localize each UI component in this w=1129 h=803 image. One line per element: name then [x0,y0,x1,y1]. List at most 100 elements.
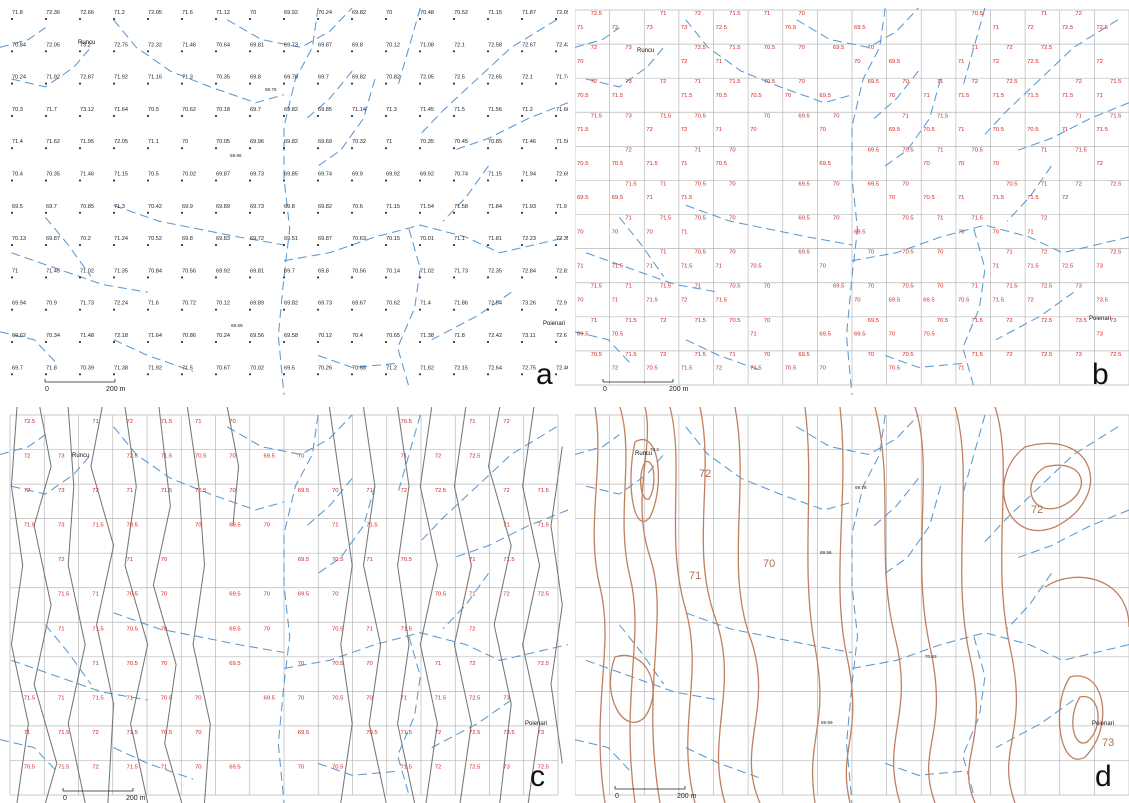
elevation-point [79,18,81,20]
elevation-value: 69.92 [216,268,230,274]
elevation-value: 72.05 [148,10,162,16]
elevation-value: 70.67 [216,365,230,371]
isoline-crossing-value: 72 [435,730,442,736]
isoline-crossing-value: 69.5 [229,661,241,667]
isoline-crossing-value: 71.5 [161,419,173,425]
isoline-crossing-value: 70 [161,661,168,667]
elevation-value: 71.7 [46,107,57,113]
elevation-value: 71.62 [420,365,434,371]
elevation-point [113,179,115,182]
elevation-point [521,276,523,279]
isoline-crossing-value: 71.5 [400,626,412,632]
isoline-crossing-value: 70 [764,352,771,358]
elevation-point [419,276,421,279]
isoline-crossing-value: 71 [660,11,667,17]
elevation-value: 71.2 [522,107,533,113]
isoline [453,407,472,803]
elevation-value: 70.68 [352,365,366,371]
elevation-point [351,50,353,53]
stream-line [306,70,353,119]
elevation-value: 72.05 [420,75,434,81]
elevation-value: 72.36 [46,10,60,16]
isoline-crossing-value: 72.5 [1062,25,1074,31]
stream-line [995,699,1074,749]
isoline-crossing-value: 72 [1041,250,1048,256]
isoline-crossing-value: 71.5 [958,93,970,99]
elevation-point [215,179,217,182]
elevation-value: 71.87 [522,10,536,16]
elevation-point [45,276,47,279]
elevation-point [147,18,149,20]
elevation-value: 70.42 [148,204,162,210]
elevation-point [249,50,251,53]
isoline-crossing-value: 70.5 [24,764,36,770]
stream-line [575,434,620,456]
isoline-crossing-value: 70.5 [729,318,741,324]
scale-bar [62,788,134,792]
elevation-point [385,115,387,117]
isoline-crossing-value: 70 [854,59,861,65]
elevation-point [181,82,183,85]
isoline-crossing-value: 71 [400,695,407,701]
isoline-crossing-value: 71 [469,592,476,598]
isoline-crossing-value: 71.5 [660,113,672,119]
map-panel-d: 72 71 70 72 73 Runcu 73.2 Poienari 69.78 69.96 70.… [575,407,1129,803]
isoline-crossing-value: 71 [1006,250,1013,256]
elevation-point [521,341,523,343]
isoline-crossing-value: 69.5 [229,764,241,770]
stream-line [11,659,148,701]
isoline-crossing-value: 71 [958,59,965,65]
elevation-value: 69.89 [216,204,230,210]
contour-line [619,407,636,803]
elevation-point [385,82,387,85]
isoline-crossing-value: 69.5 [819,93,831,99]
isoline-crossing-value: 71 [993,25,1000,31]
elevation-value: 69.87 [216,172,230,178]
elevation-value: 70.13 [12,236,26,242]
isoline-crossing-value: 71.5 [400,730,412,736]
isoline-crossing-value: 72.5 [716,25,728,31]
elevation-point [147,211,149,214]
stream-line [113,612,285,654]
isoline-crossing-value: 71 [1075,113,1082,119]
elevation-value: 70.24 [12,75,26,81]
elevation-point [45,179,47,182]
isoline-crossing-value: 71 [92,661,99,667]
elevation-value: 71.4 [12,139,23,145]
spot-height: 70.63 [925,654,937,659]
stream-line [885,762,963,776]
isoline [33,407,58,803]
elevation-point [215,276,217,279]
isoline-crossing-value: 71.5 [126,730,138,736]
isoline-crossing-value: 70 [889,93,896,99]
elevation-point [79,341,81,343]
elevation-point [487,276,489,279]
elevation-point [351,115,353,117]
elevation-value: 70.64 [216,42,230,48]
elevation-point [113,18,115,20]
elevation-point [113,147,115,150]
elevation-value: 71.15 [114,172,128,178]
scale-zero: 0 [603,386,607,393]
scale-bar [44,379,116,383]
elevation-point [521,373,523,376]
isoline-crossing-value: 70 [577,229,584,235]
isoline-crossing-value: 69.5 [577,195,589,201]
isoline-crossing-value: 71.5 [503,557,515,563]
isoline-crossing-value: 71.5 [993,93,1005,99]
contour-line [699,407,726,803]
elevation-value: 71.74 [556,75,568,81]
scale-distance: 200 m [677,793,697,800]
contour-line [1044,576,1129,628]
isoline [67,407,86,803]
elevation-value: 71.81 [488,236,502,242]
isoline-crossing-value: 70 [868,250,875,256]
town-label-poienari: Poienari [543,321,565,327]
isoline-crossing-value: 72 [681,127,688,133]
elevation-point [215,308,217,311]
elevation-point [147,308,149,311]
elevation-value: 71.38 [420,333,434,339]
isoline-crossing-value: 69.5 [819,161,831,167]
isoline-crossing-value: 71.5 [1027,263,1039,269]
elevation-value: 69.89 [250,301,264,307]
